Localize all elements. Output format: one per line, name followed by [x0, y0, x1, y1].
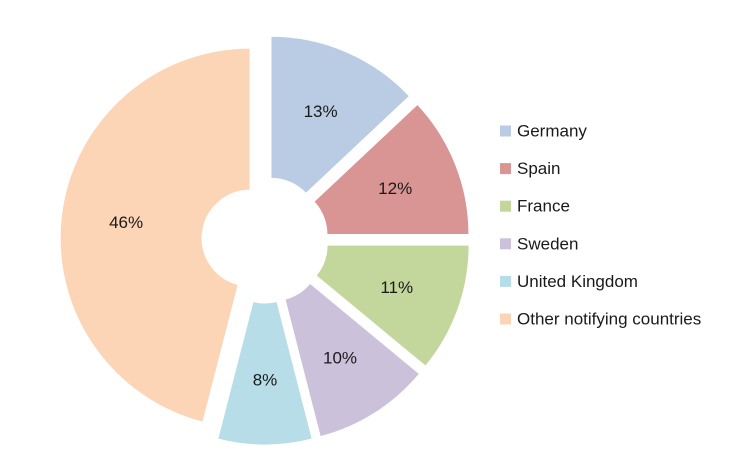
- legend-swatch-germany: [500, 125, 511, 137]
- legend-label-france: France: [517, 197, 570, 216]
- pie-slice-united-kingdom: [217, 300, 313, 446]
- legend-item-france: France: [500, 197, 570, 216]
- legend-label-spain: Spain: [517, 159, 560, 178]
- slice-label-germany: 13%: [304, 102, 338, 121]
- legend-swatch-sweden: [500, 238, 511, 250]
- slice-label-spain: 12%: [378, 179, 412, 198]
- pie-slice-sweden: [284, 282, 421, 438]
- legend-item-other-notifying-countries: Other notifying countries: [500, 310, 701, 329]
- legend-item-germany: Germany: [500, 122, 587, 141]
- pie-slice-other-notifying-countries: [59, 47, 251, 423]
- legend: Germany Spain France Sweden United Kingdom Ot…: [500, 122, 701, 329]
- slice-label-other-notifying-countries: 46%: [109, 213, 143, 232]
- pie-slice-france: [315, 244, 470, 367]
- legend-item-sweden: Sweden: [500, 234, 578, 253]
- legend-swatch-other-notifying-countries: [500, 313, 511, 325]
- legend-swatch-united-kingdom: [500, 275, 511, 287]
- legend-swatch-france: [500, 200, 511, 212]
- pie-slice-spain: [313, 103, 470, 235]
- legend-label-sweden: Sweden: [517, 234, 578, 253]
- slice-label-france: 11%: [380, 278, 413, 297]
- slice-label-sweden: 10%: [323, 349, 357, 368]
- legend-label-united-kingdom: United Kingdom: [517, 272, 638, 291]
- legend-label-germany: Germany: [517, 122, 587, 141]
- slice-label-united-kingdom: 8%: [253, 371, 278, 390]
- pie-slices: [59, 35, 470, 446]
- legend-item-united-kingdom: United Kingdom: [500, 272, 638, 291]
- legend-swatch-spain: [500, 163, 511, 175]
- legend-label-other-notifying-countries: Other notifying countries: [517, 310, 701, 329]
- legend-item-spain: Spain: [500, 159, 560, 178]
- slice-labels: 13% 12% 11% 10% 8% 46%: [109, 102, 413, 390]
- pie-slice-germany: [270, 35, 411, 195]
